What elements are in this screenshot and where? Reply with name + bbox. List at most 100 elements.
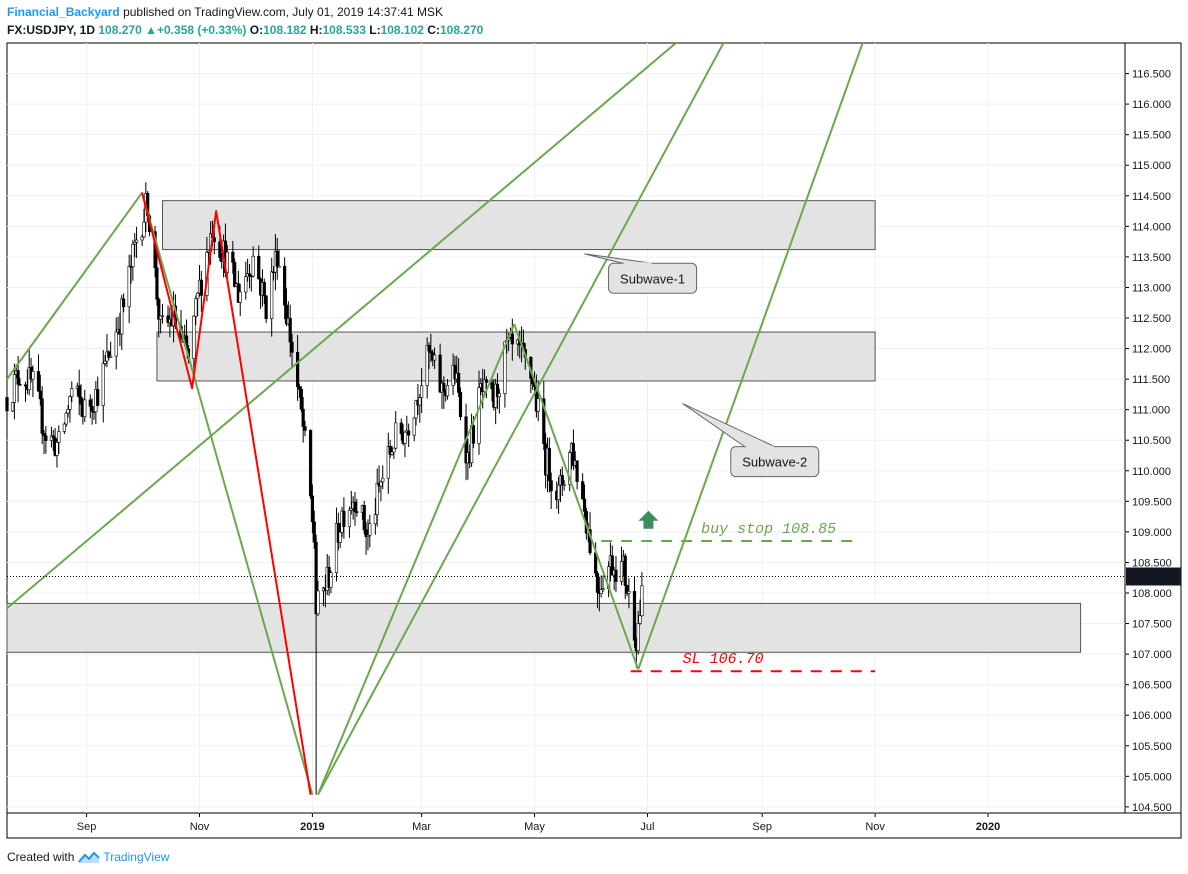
candle-body bbox=[560, 475, 564, 486]
candle-body bbox=[482, 379, 487, 392]
candle-body bbox=[334, 523, 339, 574]
candle-body bbox=[131, 243, 135, 267]
candle-body bbox=[510, 333, 514, 345]
candle-body bbox=[264, 295, 268, 319]
y-tick-label: 106.000 bbox=[1132, 710, 1172, 722]
candle-body bbox=[353, 501, 357, 512]
candle-body bbox=[632, 591, 637, 641]
high-value: 108.533 bbox=[322, 23, 366, 37]
y-tick-label: 107.500 bbox=[1132, 619, 1172, 631]
candle-body bbox=[83, 399, 87, 418]
candle-body bbox=[636, 623, 640, 652]
candle-body bbox=[388, 446, 392, 455]
candle-body bbox=[257, 255, 261, 280]
y-tick-label: 108.000 bbox=[1132, 588, 1172, 600]
candle-body bbox=[386, 446, 390, 479]
candle-body bbox=[57, 431, 61, 443]
candle-body bbox=[114, 331, 118, 357]
candle-body bbox=[542, 398, 546, 444]
footer: Created with TradingView bbox=[7, 850, 169, 864]
candle-body bbox=[495, 383, 500, 398]
candle-body bbox=[134, 239, 139, 243]
x-tick-label: Mar bbox=[412, 821, 431, 833]
candle-body bbox=[290, 341, 294, 353]
candle-body bbox=[196, 292, 200, 299]
candle-body bbox=[155, 267, 159, 300]
candle-body bbox=[571, 443, 576, 466]
candle-body bbox=[51, 435, 55, 439]
green-trend-line bbox=[317, 323, 516, 796]
candle-body bbox=[342, 510, 346, 527]
candle-body bbox=[44, 435, 48, 441]
y-tick-label: 109.500 bbox=[1132, 496, 1172, 508]
candle-body bbox=[425, 345, 429, 387]
candle-body bbox=[107, 351, 111, 358]
candle-body bbox=[231, 251, 235, 263]
candle-body bbox=[427, 345, 431, 352]
candle-body bbox=[77, 385, 81, 398]
last-price: 108.270 bbox=[98, 23, 142, 37]
callout-box bbox=[608, 262, 698, 294]
candle-body bbox=[238, 291, 242, 303]
candle-body bbox=[310, 495, 315, 523]
candle-body bbox=[301, 408, 305, 427]
y-tick-label: 111.500 bbox=[1132, 374, 1170, 386]
callout-subwave-1: Subwave-1 bbox=[584, 253, 698, 294]
candle-body bbox=[122, 298, 126, 308]
y-tick-label: 108.500 bbox=[1132, 557, 1172, 569]
candle-body bbox=[477, 387, 481, 444]
candle-body bbox=[38, 390, 42, 400]
candle-body bbox=[36, 371, 41, 392]
candle-body bbox=[312, 521, 316, 543]
candle-body bbox=[5, 397, 9, 412]
candle-body bbox=[403, 431, 407, 444]
buy-arrow-icon bbox=[638, 510, 659, 529]
y-tick-label: 114.000 bbox=[1132, 221, 1171, 233]
x-tick-label: May bbox=[524, 821, 545, 833]
y-tick-label: 112.000 bbox=[1132, 344, 1171, 356]
candle-body bbox=[497, 393, 501, 398]
candle-body bbox=[453, 364, 457, 380]
zone-rect bbox=[6, 602, 1082, 653]
x-tick-label: Sep bbox=[752, 821, 772, 833]
candle-body bbox=[619, 561, 624, 582]
callout-label: Subwave-2 bbox=[742, 455, 807, 470]
candle-body bbox=[133, 242, 137, 245]
candle-body bbox=[66, 409, 70, 414]
candle-body bbox=[233, 262, 237, 287]
candle-body bbox=[390, 451, 394, 455]
candle-body bbox=[418, 397, 422, 406]
y-tick-label: 115.000 bbox=[1132, 160, 1171, 172]
x-tick-label: Nov bbox=[190, 821, 210, 833]
y-tick-label: 113.000 bbox=[1132, 282, 1171, 294]
candle-body bbox=[329, 572, 333, 588]
candle-body bbox=[394, 422, 398, 449]
candle-body bbox=[432, 354, 437, 361]
candle-body bbox=[503, 341, 507, 394]
candle-body bbox=[392, 447, 396, 453]
candle-body bbox=[159, 315, 163, 320]
candle-body bbox=[284, 304, 289, 325]
annotations: 108.270 buy stop 108.85 SL 106.70 Subwave-1… bbox=[7, 253, 1181, 673]
last-price-label: 108.270 bbox=[1130, 572, 1170, 584]
buy-stop-label: buy stop 108.85 bbox=[701, 521, 836, 538]
y-tick-label: 115.500 bbox=[1132, 130, 1171, 142]
candle-body bbox=[581, 481, 585, 500]
candle-body bbox=[244, 276, 248, 293]
candle-body bbox=[610, 555, 614, 576]
candle-body bbox=[568, 452, 572, 485]
candle-body bbox=[601, 588, 605, 590]
candle-body bbox=[288, 317, 292, 343]
y-tick-label: 107.000 bbox=[1132, 649, 1172, 661]
candle-body bbox=[90, 406, 94, 412]
candle-body bbox=[142, 221, 146, 238]
y-tick-label: 112.500 bbox=[1132, 313, 1171, 325]
author-link[interactable]: Financial_Backyard bbox=[7, 5, 120, 19]
candle-body bbox=[349, 508, 353, 511]
tradingview-brand-link[interactable]: TradingView bbox=[103, 850, 170, 864]
candle-body bbox=[140, 236, 144, 241]
open-value: 108.182 bbox=[263, 23, 307, 37]
candle-body bbox=[373, 514, 377, 525]
stop-loss-label: SL 106.70 bbox=[683, 651, 764, 668]
